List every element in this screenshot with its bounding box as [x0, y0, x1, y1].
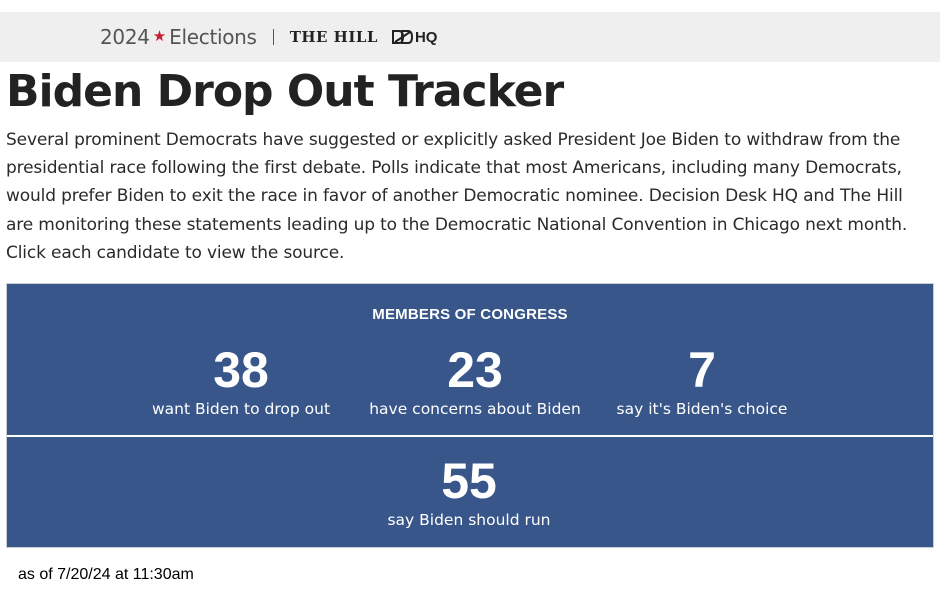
stat-value: 23 — [447, 342, 503, 398]
header-divider — [272, 29, 274, 45]
header-branding: 2024 ★ Elections THE HILL HQ — [100, 25, 438, 49]
brand-year: 2024 — [100, 25, 150, 49]
ddhq-logo-text: HQ — [414, 28, 438, 46]
stat-value: 55 — [441, 453, 497, 509]
stat-value: 7 — [688, 342, 716, 398]
stat-drop-out: 38 want Biden to drop out — [141, 345, 341, 419]
the-hill-logo[interactable]: THE HILL — [289, 28, 378, 46]
panel-divider — [7, 435, 933, 437]
stat-label: want Biden to drop out — [151, 400, 331, 418]
timestamp: as of 7/20/24 at 11:30am — [18, 566, 194, 583]
stat-concerns: 23 have concerns about Biden — [365, 345, 585, 419]
panel-heading: MEMBERS OF CONGRESS — [372, 306, 568, 323]
stat-label: have concerns about Biden — [369, 400, 581, 418]
stat-value: 38 — [213, 342, 269, 398]
ddhq-logo-icon — [391, 30, 413, 44]
stat-bidens-choice: 7 say it's Biden's choice — [607, 345, 797, 419]
congress-tracker-panel: MEMBERS OF CONGRESS 38 want Biden to dro… — [6, 283, 934, 548]
page-title: Biden Drop Out Tracker — [6, 66, 564, 117]
stat-should-run: 55 say Biden should run — [369, 456, 569, 530]
star-icon: ★ — [152, 27, 167, 45]
intro-paragraph: Several prominent Democrats have suggest… — [6, 130, 908, 263]
ddhq-logo[interactable]: HQ — [391, 28, 438, 46]
site-header-bar: 2024 ★ Elections THE HILL HQ — [0, 12, 940, 62]
stat-label: say Biden should run — [387, 511, 551, 529]
stat-label: say it's Biden's choice — [616, 400, 788, 418]
brand-elections[interactable]: Elections — [169, 25, 257, 49]
